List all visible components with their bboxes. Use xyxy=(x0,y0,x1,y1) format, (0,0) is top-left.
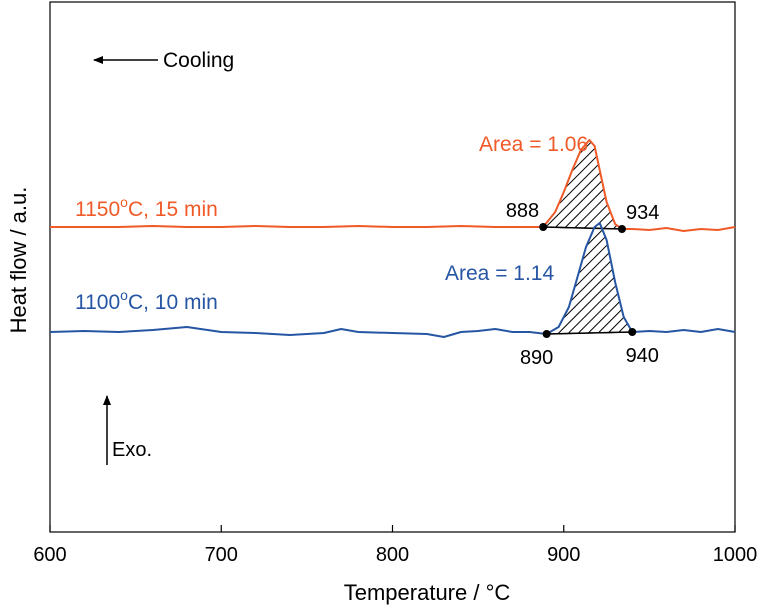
cooling-label: Cooling xyxy=(163,49,234,72)
series-line xyxy=(50,139,736,232)
x-tick-label: 900 xyxy=(547,544,580,566)
plot-frame xyxy=(49,1,736,533)
temperature-marker xyxy=(539,223,548,231)
onset-end-markers: 888 934 890 940 xyxy=(506,200,660,369)
peak-baseline xyxy=(543,226,622,230)
temperature-label: 940 xyxy=(626,345,659,367)
series-annotations: 1150oC, 15 min Area = 1.06 1100oC, 10 min A… xyxy=(75,133,588,314)
series-label: 1100oC, 10 min xyxy=(75,287,218,314)
x-tick-label: 600 xyxy=(33,544,66,566)
series-line xyxy=(49,222,736,338)
y-axis-label: Heat flow / a.u. xyxy=(6,187,31,334)
area-label: Area = 1.06 xyxy=(479,133,588,156)
temperature-label: 934 xyxy=(626,202,659,224)
exo-label: Exo. xyxy=(112,439,152,461)
x-axis: 600 700 800 900 1000 xyxy=(33,525,757,566)
area-label: Area = 1.14 xyxy=(445,262,554,285)
x-tick-label: 700 xyxy=(205,544,238,566)
peak-areas xyxy=(541,139,634,335)
temperature-marker xyxy=(617,225,626,233)
x-axis-label: Temperature / °C xyxy=(344,580,511,605)
peak-baseline xyxy=(546,331,633,335)
temperature-label: 890 xyxy=(520,347,553,369)
temperature-label: 888 xyxy=(506,200,539,222)
temperature-marker xyxy=(542,330,551,338)
x-tick-label: 1000 xyxy=(713,544,758,566)
x-tick-label: 800 xyxy=(376,544,409,566)
temperature-marker xyxy=(628,328,637,336)
series-label: 1150oC, 15 min xyxy=(75,194,218,221)
